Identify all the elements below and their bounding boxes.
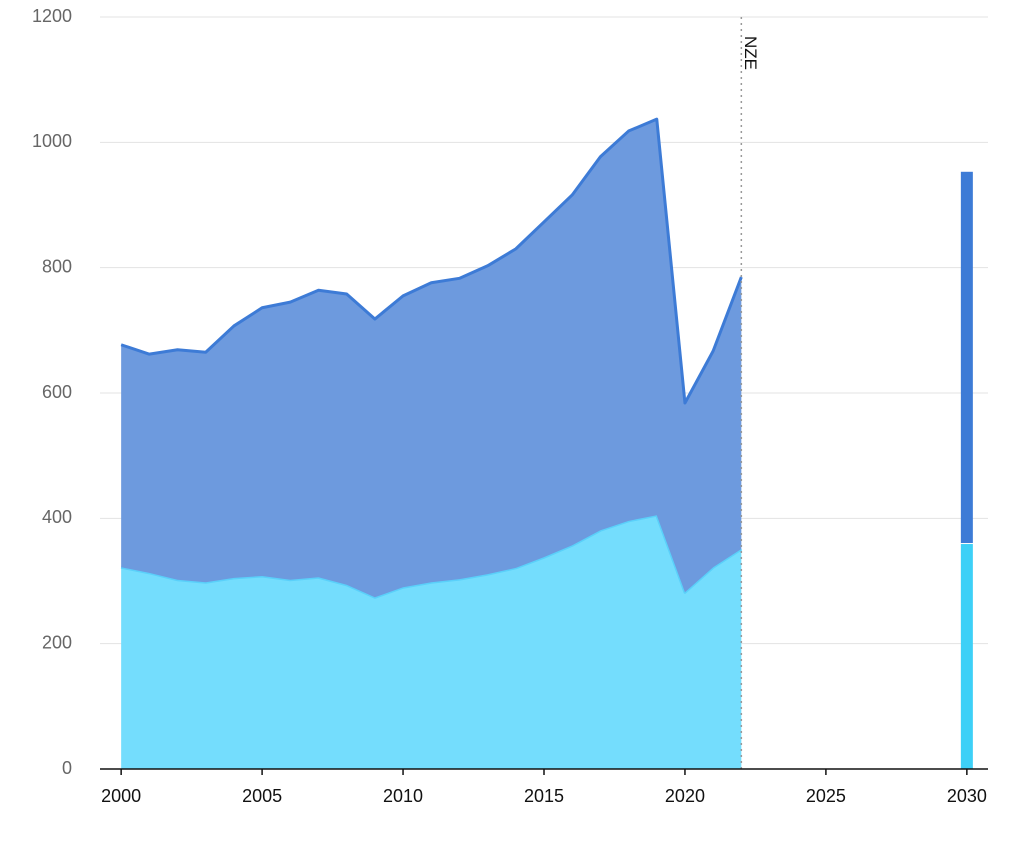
x-tick-label: 2000: [101, 786, 141, 806]
y-tick-label: 400: [42, 507, 72, 527]
x-tick-label: 2030: [947, 786, 987, 806]
area: [121, 119, 742, 598]
bar: [960, 171, 973, 544]
y-tick-label: 600: [42, 382, 72, 402]
y-tick-label: 200: [42, 632, 72, 652]
y-tick-label: 1000: [32, 131, 72, 151]
x-tick-label: 2020: [665, 786, 705, 806]
annotation-label: NZE: [741, 36, 760, 70]
y-tick-label: 1200: [32, 6, 72, 26]
y-tick-label: 800: [42, 256, 72, 276]
bar: [960, 544, 973, 769]
area-line: [120, 117, 743, 405]
x-tick-label: 2025: [806, 786, 846, 806]
x-tick-label: 2015: [524, 786, 564, 806]
x-tick-label: 2010: [383, 786, 423, 806]
x-tick-label: 2005: [242, 786, 282, 806]
y-tick-label: 0: [62, 758, 72, 778]
